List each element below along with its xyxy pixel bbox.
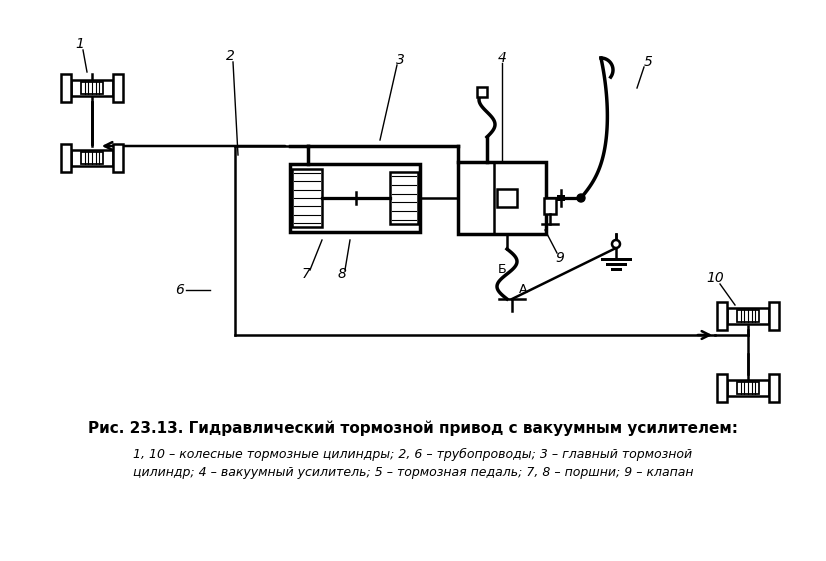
Bar [717, 302, 727, 330]
Text: 1: 1 [75, 37, 84, 51]
Bar [727, 380, 769, 396]
Bar [113, 144, 123, 172]
Bar [113, 74, 123, 102]
Text: 5: 5 [643, 55, 653, 69]
Bar [290, 164, 420, 232]
Text: 9: 9 [556, 251, 564, 265]
Bar [497, 189, 517, 207]
Circle shape [577, 194, 585, 202]
Text: 4: 4 [497, 51, 506, 65]
Circle shape [612, 240, 620, 248]
Bar [61, 74, 71, 102]
Bar [71, 80, 113, 96]
Text: 2: 2 [225, 49, 235, 63]
Bar [61, 144, 71, 172]
Text: 6: 6 [176, 283, 184, 297]
Text: Рис. 23.13. Гидравлический тормозной привод с вакуумным усилителем:: Рис. 23.13. Гидравлический тормозной при… [88, 420, 738, 435]
Bar [557, 195, 565, 201]
Text: 1, 10 – колесные тормозные цилиндры; 2, 6 – трубопроводы; 3 – главный тормозной: 1, 10 – колесные тормозные цилиндры; 2, … [134, 448, 692, 461]
Bar [81, 152, 103, 164]
Bar [458, 162, 546, 234]
Bar [544, 198, 556, 214]
Text: 10: 10 [706, 271, 724, 285]
Text: 8: 8 [338, 267, 346, 281]
Bar [727, 308, 769, 324]
Bar [81, 82, 103, 94]
Bar [737, 310, 759, 322]
Bar [717, 374, 727, 402]
Text: А: А [519, 283, 527, 296]
Text: цилиндр; 4 – вакуумный усилитель; 5 – тормозная педаль; 7, 8 – поршни; 9 – клапа: цилиндр; 4 – вакуумный усилитель; 5 – то… [133, 466, 693, 479]
Bar [292, 169, 322, 227]
Bar [390, 172, 418, 224]
Text: Б: Б [498, 263, 506, 275]
Text: 7: 7 [301, 267, 311, 281]
Bar [71, 150, 113, 166]
Bar [769, 302, 779, 330]
Bar [477, 87, 487, 97]
Bar [769, 374, 779, 402]
Text: 3: 3 [396, 53, 405, 67]
Bar [737, 382, 759, 394]
